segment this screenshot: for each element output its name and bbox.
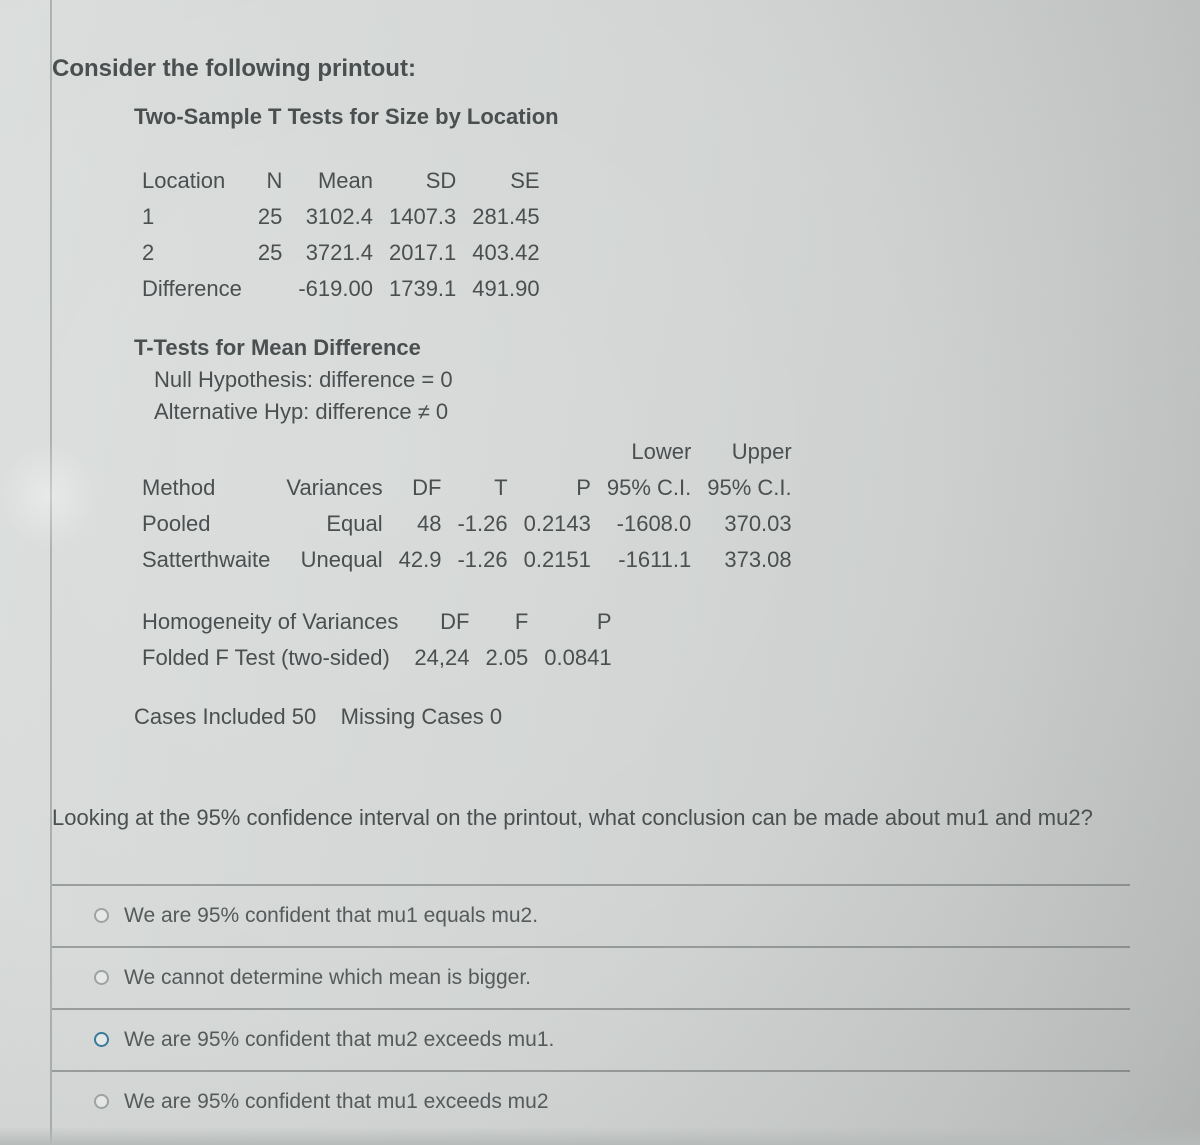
cell: 3721.4	[290, 235, 381, 271]
cell: Folded F Test (two-sided)	[134, 640, 406, 676]
option-label: We are 95% confident that mu1 exceeds mu…	[124, 1090, 549, 1113]
radio-icon	[94, 1032, 109, 1047]
col-mean: Mean	[290, 163, 381, 199]
h: P	[536, 604, 619, 640]
col-n: N	[250, 163, 290, 199]
question-frame: Consider the following printout: Two-Sam…	[50, 0, 1140, 1145]
cell	[250, 271, 290, 307]
cell: 2017.1	[381, 235, 464, 271]
cell: 25	[250, 199, 290, 235]
cell: Satterthwaite	[134, 542, 278, 578]
cell: -1608.0	[599, 506, 699, 542]
cell: 370.03	[699, 506, 799, 542]
methods-table: Lower Upper Method Variances DF T P 95% …	[134, 434, 800, 578]
h: Variances	[278, 470, 390, 506]
cell: 24,24	[406, 640, 477, 676]
h: T	[449, 470, 515, 506]
cell: -1611.1	[599, 542, 699, 578]
cases-line: Cases Included 50 Missing Cases 0	[134, 701, 1140, 733]
radio-icon	[94, 908, 109, 923]
h: 95% C.I.	[699, 470, 799, 506]
cell: 373.08	[699, 542, 799, 578]
alt-hypothesis: Alternative Hyp: difference ≠ 0	[134, 396, 1140, 428]
cell: 403.42	[464, 235, 547, 271]
cell: -1.26	[449, 542, 515, 578]
cell: 25	[250, 235, 290, 271]
h: Lower	[599, 434, 699, 470]
option-label: We are 95% confident that mu1 equals mu2…	[124, 904, 538, 927]
printout-title: Two-Sample T Tests for Size by Location	[134, 101, 1140, 133]
option-2[interactable]: We are 95% confident that mu2 exceeds mu…	[52, 1008, 1130, 1070]
cell: 0.2143	[516, 506, 599, 542]
hov-table: Homogeneity of Variances DF F P Folded F…	[134, 604, 620, 676]
option-1[interactable]: We cannot determine which mean is bigger…	[52, 946, 1130, 1008]
h	[391, 434, 450, 470]
option-3[interactable]: We are 95% confident that mu1 exceeds mu…	[52, 1070, 1130, 1122]
h: F	[477, 604, 536, 640]
h: DF	[406, 604, 477, 640]
options-list: We are 95% confident that mu1 equals mu2…	[52, 884, 1140, 1122]
null-hypothesis: Null Hypothesis: difference = 0	[134, 364, 1140, 396]
cell: 3102.4	[290, 199, 381, 235]
radio-icon	[94, 1094, 109, 1109]
ttests-heading: T-Tests for Mean Difference	[134, 332, 1140, 364]
cell: Pooled	[134, 506, 278, 542]
option-label: We cannot determine which mean is bigger…	[124, 966, 531, 989]
h: 95% C.I.	[599, 470, 699, 506]
prompt-text: Consider the following printout:	[52, 55, 1140, 83]
h	[278, 434, 390, 470]
cell: 42.9	[391, 542, 450, 578]
cell: 1739.1	[381, 271, 464, 307]
cell: 2	[134, 235, 250, 271]
cell: Equal	[278, 506, 390, 542]
radio-icon	[94, 970, 109, 985]
h: Homogeneity of Variances	[134, 604, 406, 640]
cell: 0.0841	[536, 640, 619, 676]
bottom-cutoff	[0, 1127, 1200, 1145]
cell: 1407.3	[381, 199, 464, 235]
cell: 491.90	[464, 271, 547, 307]
col-location: Location	[134, 163, 250, 199]
h: DF	[391, 470, 450, 506]
h	[134, 434, 278, 470]
cell: 0.2151	[516, 542, 599, 578]
h	[449, 434, 515, 470]
h	[516, 434, 599, 470]
printout-block: Two-Sample T Tests for Size by Location …	[52, 101, 1140, 733]
h: Upper	[699, 434, 799, 470]
h: Method	[134, 470, 278, 506]
col-sd: SD	[381, 163, 464, 199]
cell: Difference	[134, 271, 250, 307]
cell: 48	[391, 506, 450, 542]
cell: -1.26	[449, 506, 515, 542]
h: P	[516, 470, 599, 506]
option-0[interactable]: We are 95% confident that mu1 equals mu2…	[52, 884, 1130, 946]
cell: 2.05	[477, 640, 536, 676]
cell: Unequal	[278, 542, 390, 578]
cell: 1	[134, 199, 250, 235]
cell: 281.45	[464, 199, 547, 235]
question-text: Looking at the 95% confidence interval o…	[52, 803, 1140, 834]
col-se: SE	[464, 163, 547, 199]
cell: -619.00	[290, 271, 381, 307]
option-label: We are 95% confident that mu2 exceeds mu…	[124, 1028, 554, 1051]
summary-table: Location N Mean SD SE 1 25 3102.4 1407.3…	[134, 163, 548, 307]
